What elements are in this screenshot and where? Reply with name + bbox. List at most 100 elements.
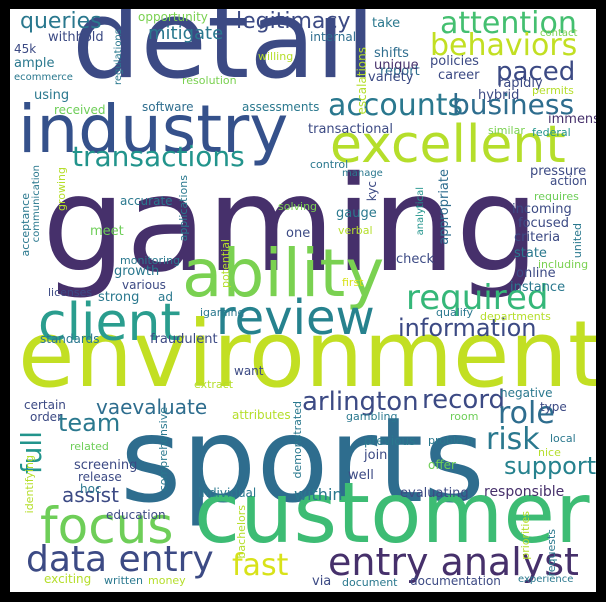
word-ability: ability	[182, 235, 385, 312]
word-requires: requires	[534, 190, 579, 203]
word-online: online	[516, 266, 556, 281]
word-opportunity: opportunity	[138, 10, 208, 24]
word-behaviors: behaviors	[430, 28, 578, 63]
word-demonstrated: demonstrated	[291, 401, 304, 479]
word-within: within	[294, 485, 343, 504]
word-withhold: withhold	[48, 30, 104, 45]
word-attention: attention	[440, 9, 577, 41]
word-report: report	[380, 64, 420, 79]
word-45k: 45k	[14, 42, 37, 56]
word-software: software	[142, 100, 194, 114]
word-documentation: documentation	[410, 574, 501, 588]
word-internal: internal	[310, 30, 357, 44]
word-solving: solving	[278, 200, 318, 213]
word-want: want	[234, 364, 264, 378]
word-join: join	[364, 448, 388, 463]
word-variety: variety	[368, 70, 414, 85]
word-criteria: criteria	[514, 230, 561, 245]
word-review: review	[216, 290, 375, 346]
word-monitoring: monitoring	[120, 254, 181, 267]
word-instance: instance	[510, 280, 566, 295]
word-similar: similar	[488, 124, 525, 137]
word-accounts: accounts	[328, 88, 464, 123]
word-gaming: gaming	[42, 148, 540, 302]
word-ecommerce: ecommerce	[14, 72, 73, 83]
word-cloud-canvas: gaming environment detail sports customer ind…	[10, 9, 596, 592]
word-hybrid: hybrid	[478, 88, 520, 103]
word-growth: growth	[114, 264, 160, 279]
word-role: role	[498, 396, 555, 431]
word-policies: policies	[430, 54, 479, 69]
word-support: support	[504, 452, 596, 480]
word-incoming: incoming	[512, 202, 572, 217]
word-control: control	[310, 158, 349, 171]
word-responsible: responsible	[484, 484, 565, 500]
word-take: take	[372, 16, 401, 31]
word-departments: departments	[480, 310, 551, 323]
word-legitimacy: legitimacy	[236, 9, 351, 34]
word-focus: focus	[40, 497, 174, 555]
word-first: first	[342, 276, 364, 289]
word-gauge: gauge	[336, 206, 377, 221]
word-business: business	[452, 88, 575, 121]
word-including: including	[538, 258, 589, 271]
word-rapidly: rapidly	[498, 76, 543, 91]
word-assessments: assessments	[242, 100, 320, 114]
word-communication: communication	[31, 165, 42, 243]
word-individual: individual	[198, 486, 257, 500]
word-comprehensive: comprehensive	[157, 407, 170, 492]
word-room: room	[450, 410, 479, 423]
word-required: required	[406, 278, 549, 318]
word-certain: certain	[24, 398, 66, 412]
word-paced: paced	[496, 57, 576, 87]
word-screening: screening	[74, 458, 138, 473]
word-contact: contact	[540, 28, 578, 39]
word-evaluating: evaluating	[400, 486, 469, 501]
word-accurate: accurate	[120, 194, 173, 208]
word-resolution: resolution	[182, 74, 237, 87]
word-arlington: arlington	[302, 387, 419, 417]
word-vaevaluate: vaevaluate	[96, 395, 208, 419]
word-received: received	[54, 103, 106, 117]
word-exciting: exciting	[44, 572, 92, 586]
word-focused: focused	[518, 216, 569, 231]
word-well: well	[348, 468, 374, 483]
word-verbal: verbal	[338, 224, 373, 237]
word-manage: manage	[342, 168, 383, 179]
word-qualify: qualify	[436, 306, 473, 319]
word-bachelors: bachelors	[235, 505, 248, 559]
word-federal: federal	[532, 126, 571, 139]
word-check: check	[396, 252, 435, 267]
word-career: career	[438, 68, 480, 83]
word-entry-analyst: entry analyst	[328, 540, 579, 584]
word-release: release	[78, 470, 122, 484]
word-experience: experience	[518, 574, 574, 585]
word-acceptance: acceptance	[19, 193, 32, 257]
word-using: using	[34, 88, 70, 103]
word-previous: previous	[364, 434, 416, 448]
word-priorities: priorities	[519, 511, 532, 560]
word-offer: offer	[428, 458, 456, 472]
word-kyc: kyc	[365, 181, 379, 202]
word-transactional: transactional	[308, 122, 394, 137]
word-assist: assist	[62, 483, 119, 507]
word-gambling: gambling	[346, 410, 398, 423]
word-education: education	[106, 508, 166, 522]
word-igaming: igaming	[200, 306, 245, 319]
word-potential: potential	[219, 239, 232, 288]
word-transactions: transactions	[72, 140, 245, 173]
word-problem: problem	[428, 434, 474, 447]
word-analytical: analytical	[415, 187, 426, 236]
word-related: related	[70, 440, 109, 453]
word-client: client	[38, 293, 181, 353]
word-local: local	[550, 432, 576, 445]
word-nice: nice	[538, 446, 561, 459]
word-negative: negative	[500, 386, 553, 400]
word-queries: queries	[20, 9, 102, 34]
word-risk: risk	[486, 422, 540, 457]
word-ad: ad	[158, 290, 173, 304]
word-detail: detail	[72, 9, 376, 103]
word-customer: customer	[194, 464, 590, 562]
word-environment: environment	[18, 301, 596, 408]
word-fast: fast	[232, 548, 289, 583]
